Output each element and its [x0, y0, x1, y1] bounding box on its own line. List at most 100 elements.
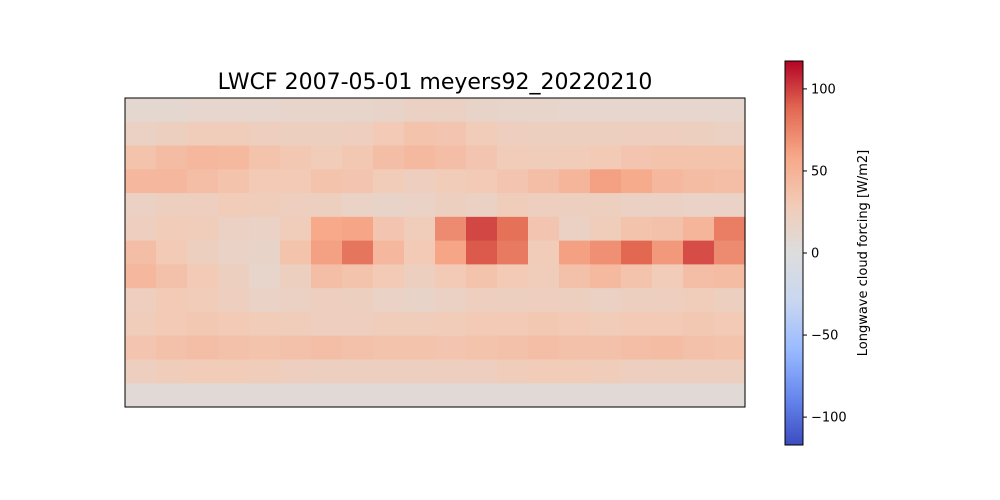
heatmap-cell — [435, 240, 467, 265]
heatmap-cell — [621, 288, 653, 313]
heatmap-cell — [373, 335, 405, 361]
heatmap-cell — [590, 216, 622, 242]
heatmap-cell — [342, 311, 374, 337]
heatmap-cell — [621, 193, 653, 218]
heatmap-cell — [683, 264, 715, 289]
heatmap-cell — [497, 288, 529, 313]
plot-frame — [124, 97, 746, 408]
heatmap-cell — [435, 216, 467, 242]
heatmap-cell — [714, 145, 746, 170]
heatmap-cell — [497, 98, 529, 123]
heatmap-cell — [497, 383, 529, 408]
heatmap-cell — [714, 359, 746, 384]
heatmap-cell — [683, 240, 715, 265]
heatmap-cell — [280, 216, 312, 242]
heatmap-cell — [156, 264, 188, 289]
heatmap-cell — [559, 359, 591, 384]
heatmap-cell — [435, 169, 467, 194]
heatmap-cell — [156, 216, 188, 242]
heatmap-cell — [528, 193, 560, 218]
heatmap-cell — [342, 193, 374, 218]
heatmap-cell — [156, 121, 188, 147]
heatmap-cell — [528, 383, 560, 408]
heatmap-cell — [125, 383, 157, 408]
heatmap-cell — [497, 240, 529, 265]
heatmap-cell — [311, 311, 343, 337]
heatmap-cell — [559, 121, 591, 147]
heatmap-cell — [559, 240, 591, 265]
heatmap-cell — [621, 169, 653, 194]
heatmap-cell — [342, 264, 374, 289]
heatmap-cell — [280, 121, 312, 147]
heatmap-cell — [249, 98, 281, 123]
heatmap-cell — [218, 98, 250, 123]
heatmap-cell — [218, 240, 250, 265]
heatmap-cell — [652, 98, 684, 123]
heatmap-cell — [683, 311, 715, 337]
heatmap-cell — [187, 193, 219, 218]
heatmap-cell — [466, 264, 498, 289]
heatmap-cell — [683, 145, 715, 170]
heatmap-cell — [652, 216, 684, 242]
heatmap-cell — [249, 383, 281, 408]
heatmap-cell — [621, 383, 653, 408]
heatmap-cell — [342, 288, 374, 313]
heatmap-cell — [125, 359, 157, 384]
heatmap-cell — [156, 145, 188, 170]
heatmap-cell — [466, 216, 498, 242]
heatmap-cell — [218, 193, 250, 218]
heatmap-cell — [280, 288, 312, 313]
heatmap-cell — [621, 264, 653, 289]
heatmap-cell — [466, 193, 498, 218]
heatmap-cell — [590, 193, 622, 218]
heatmap-cell — [466, 335, 498, 361]
heatmap-cell — [280, 169, 312, 194]
heatmap-cell — [249, 193, 281, 218]
heatmap-cell — [435, 193, 467, 218]
heatmap-cell — [373, 383, 405, 408]
heatmap-cell — [373, 121, 405, 147]
colorbar-tick-label: 100 — [811, 82, 836, 97]
heatmap-cell — [621, 240, 653, 265]
heatmap-cell — [559, 311, 591, 337]
heatmap-cell — [249, 145, 281, 170]
heatmap-cell — [125, 264, 157, 289]
heatmap-cell — [590, 264, 622, 289]
heatmap-cell — [559, 288, 591, 313]
heatmap-cell — [652, 335, 684, 361]
heatmap-cell — [683, 335, 715, 361]
heatmap-cell — [373, 98, 405, 123]
heatmap-cell — [342, 121, 374, 147]
heatmap-cell — [280, 383, 312, 408]
heatmap-cell — [621, 359, 653, 384]
heatmap-cell — [156, 193, 188, 218]
heatmap-cell — [590, 98, 622, 123]
heatmap-cell — [435, 383, 467, 408]
heatmap-cell — [621, 335, 653, 361]
heatmap-cell — [249, 264, 281, 289]
heatmap-cell — [621, 145, 653, 170]
colorbar-tick-label: 50 — [811, 164, 828, 179]
heatmap-cell — [652, 121, 684, 147]
heatmap-cell — [249, 335, 281, 361]
heatmap-cell — [125, 121, 157, 147]
heatmap-cell — [373, 169, 405, 194]
heatmap-cell — [497, 169, 529, 194]
heatmap-cell — [466, 145, 498, 170]
heatmap-cell — [280, 240, 312, 265]
heatmap-cell — [404, 98, 436, 123]
heatmap-cell — [497, 335, 529, 361]
heatmap-cell — [590, 359, 622, 384]
heatmap-cell — [311, 264, 343, 289]
heatmap-cell — [559, 264, 591, 289]
heatmap-cell — [187, 121, 219, 147]
heatmap-cell — [466, 288, 498, 313]
heatmap-cell — [125, 240, 157, 265]
heatmap-cell — [497, 216, 529, 242]
colorbar-tick-label: −50 — [811, 329, 838, 344]
heatmap-cell — [311, 335, 343, 361]
heatmap-cell — [714, 288, 746, 313]
heatmap-cell — [559, 145, 591, 170]
heatmap-cell — [497, 145, 529, 170]
